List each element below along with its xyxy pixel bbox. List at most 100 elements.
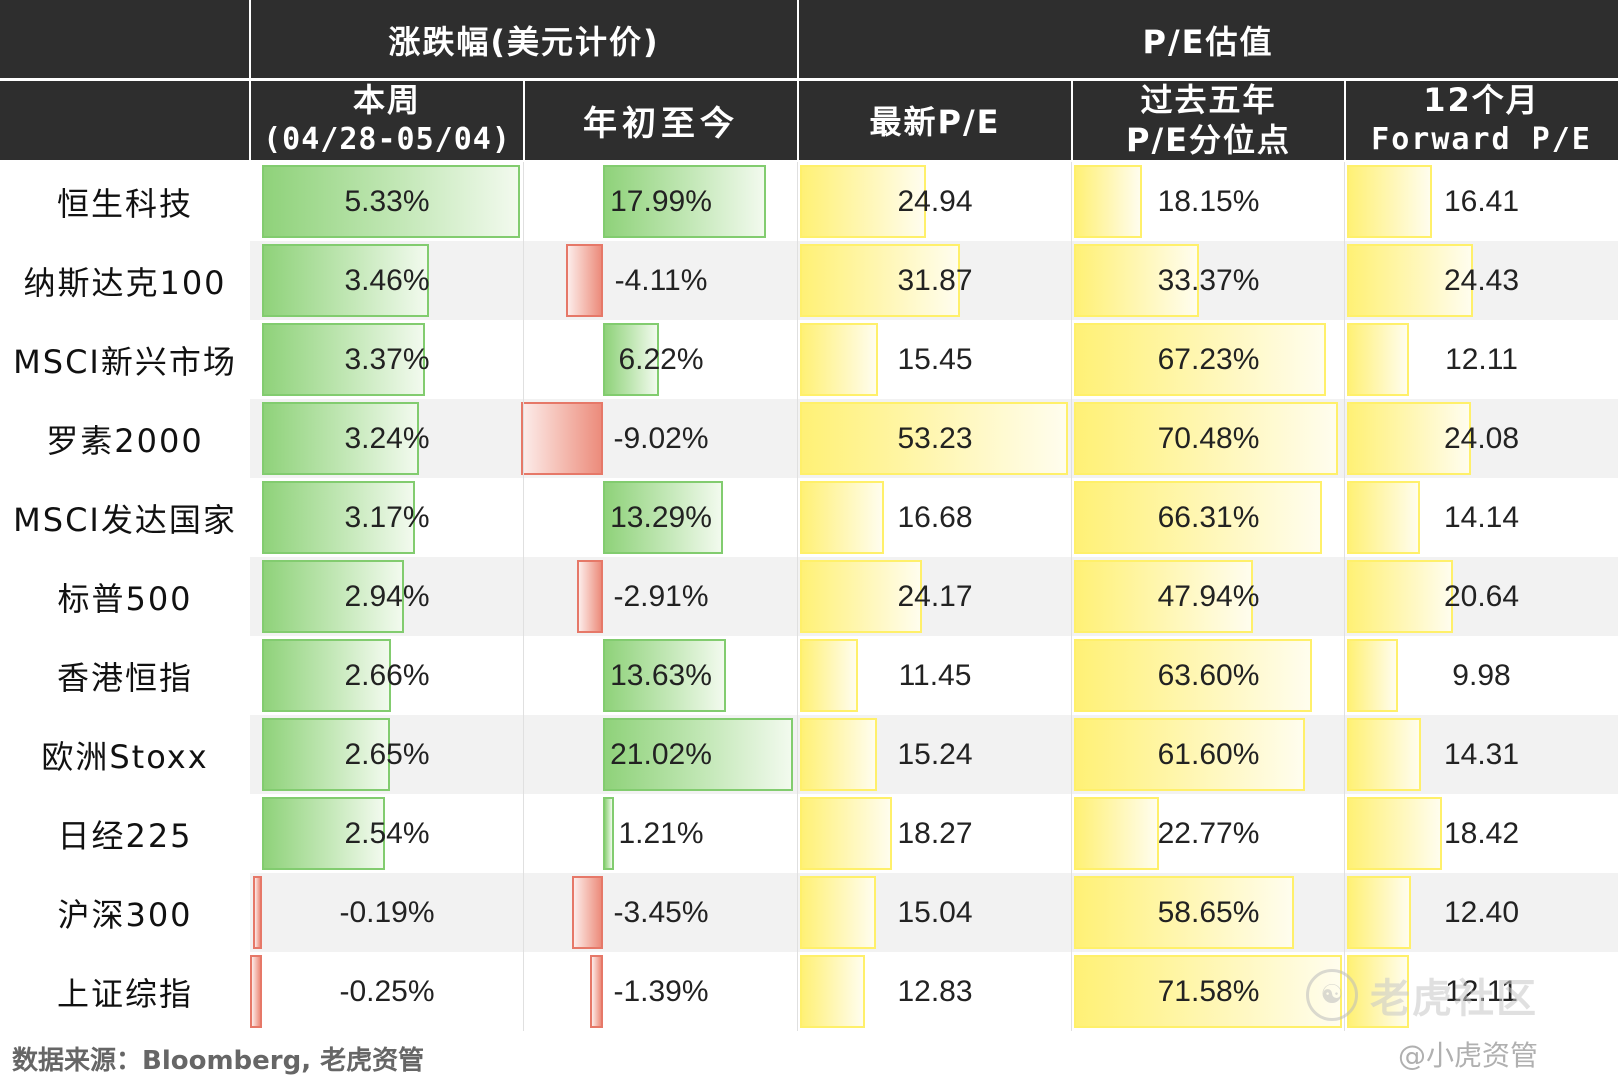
- bar-pe: [800, 244, 961, 317]
- bar-fwd: [1347, 876, 1411, 949]
- header-col-pct: 过去五年 P/E分位点: [1072, 80, 1345, 160]
- row-label: 香港恒指: [56, 658, 193, 697]
- cell-pct: 67.23%: [1157, 342, 1260, 376]
- header-col-fwd: 12个月 Forward P/E: [1345, 80, 1618, 160]
- cell-pe: 31.87: [897, 263, 973, 297]
- row-label: 欧洲Stoxx: [41, 737, 209, 776]
- cell-ytd: -1.39%: [613, 974, 709, 1008]
- bar-week: [262, 481, 416, 554]
- bar-ytd: [603, 639, 727, 712]
- bar-fwd: [1347, 639, 1399, 712]
- bar-fwd: [1347, 323, 1410, 396]
- header-col-pct-line1: 过去五年: [1140, 81, 1277, 119]
- cell-week: 2.54%: [344, 816, 430, 850]
- bar-week: [249, 955, 262, 1028]
- bar-fwd: [1347, 402, 1472, 475]
- cell-fwd: 24.43: [1443, 263, 1520, 297]
- header-separator-v3: [523, 80, 525, 160]
- cell-fwd: 24.08: [1443, 421, 1520, 455]
- performance-table: 涨跌幅(美元计价) P/E估值 本周 (04/28-05/04) 年初至今 最新…: [0, 0, 1618, 1031]
- bar-pct: [1074, 639, 1313, 712]
- bar-pe: [800, 639, 858, 712]
- watermark: ☯ 老虎社区: [1306, 966, 1538, 1024]
- cell-fwd: 12.11: [1445, 342, 1518, 376]
- bar-ytd: [590, 955, 603, 1028]
- cell-pct: 70.48%: [1157, 421, 1260, 455]
- bar-pe: [800, 718, 877, 791]
- cell-fwd: 18.42: [1443, 816, 1520, 850]
- cell-pe: 24.94: [897, 184, 973, 218]
- cell-week: 3.24%: [344, 421, 430, 455]
- bar-ytd: [603, 165, 766, 238]
- cell-fwd: 14.14: [1443, 500, 1520, 534]
- bar-pe: [800, 402, 1068, 475]
- cell-pct: 61.60%: [1157, 737, 1260, 771]
- bar-ytd: [521, 402, 603, 475]
- cell-ytd: -4.11%: [614, 263, 708, 297]
- cell-pct: 66.31%: [1157, 500, 1260, 534]
- cell-pe: 15.45: [897, 342, 973, 376]
- cell-ytd: 13.63%: [610, 658, 712, 692]
- bar-ytd: [603, 323, 660, 396]
- bar-week: [262, 718, 391, 791]
- bar-week: [262, 560, 405, 633]
- cell-pct: 18.15%: [1157, 184, 1260, 218]
- bar-pct: [1074, 402, 1338, 475]
- header-separator-v5: [1344, 80, 1346, 160]
- header-col-week-line2: (04/28-05/04): [263, 122, 511, 157]
- cell-pct: 71.58%: [1157, 974, 1260, 1008]
- row-label: 沪深300: [57, 895, 193, 934]
- cell-pe: 24.17: [897, 579, 973, 613]
- row-label: 罗素2000: [46, 421, 204, 460]
- header-col-pe: 最新P/E: [798, 80, 1072, 160]
- bar-pct: [1074, 323, 1326, 396]
- cell-ytd: -3.45%: [613, 895, 709, 929]
- cell-week: -0.25%: [339, 974, 435, 1008]
- bar-pct: [1074, 165, 1142, 238]
- cell-pe: 15.24: [897, 737, 973, 771]
- bar-pct: [1074, 560, 1254, 633]
- row-label: 恒生科技: [56, 184, 193, 223]
- header-col-ytd: 年初至今: [524, 80, 798, 160]
- bar-fwd: [1347, 718, 1421, 791]
- cell-week: 2.65%: [344, 737, 430, 771]
- bar-fwd: [1347, 797, 1442, 870]
- bar-pct: [1074, 718, 1305, 791]
- body-separator: [1071, 162, 1072, 1031]
- header-col-week: 本周 (04/28-05/04): [250, 80, 524, 160]
- header-col-week-line1: 本周: [352, 81, 421, 119]
- cell-pct: 33.37%: [1157, 263, 1260, 297]
- body-separator: [523, 162, 524, 1031]
- cell-week: 2.66%: [344, 658, 430, 692]
- cell-fwd: 20.64: [1443, 579, 1520, 613]
- bar-week: [262, 797, 385, 870]
- bar-pct: [1074, 481, 1323, 554]
- bar-pct: [1074, 876, 1294, 949]
- cell-pe: 16.68: [897, 500, 973, 534]
- cell-pe: 15.04: [897, 895, 973, 929]
- bar-ytd: [565, 244, 603, 317]
- body-separator: [1344, 162, 1345, 1031]
- header-group-change: 涨跌幅(美元计价): [250, 0, 798, 80]
- cell-pe: 53.23: [897, 421, 973, 455]
- cell-fwd: 12.11: [1445, 974, 1518, 1008]
- cell-pe: 12.83: [897, 974, 973, 1008]
- source-note: 数据来源：Bloomberg, 老虎资管: [12, 1046, 425, 1076]
- cell-week: 3.46%: [344, 263, 430, 297]
- cell-fwd: 9.98: [1452, 658, 1511, 692]
- bar-pe: [800, 560, 922, 633]
- watermark-handle: @小虎资管: [1397, 1039, 1538, 1072]
- header-col-fwd-line1: 12个月: [1423, 81, 1540, 119]
- bar-pe: [800, 955, 865, 1028]
- header-separator-h1: [0, 78, 1618, 81]
- tiger-logo-icon: ☯: [1306, 969, 1358, 1021]
- header-group-pe: P/E估值: [798, 0, 1618, 80]
- bar-pe: [800, 876, 876, 949]
- bar-week: [252, 876, 262, 949]
- row-label: 纳斯达克100: [23, 263, 227, 302]
- bar-fwd: [1347, 481, 1420, 554]
- cell-week: 5.33%: [344, 184, 430, 218]
- cell-ytd: -2.91%: [613, 579, 709, 613]
- bar-ytd: [603, 797, 614, 870]
- bar-fwd: [1347, 560, 1454, 633]
